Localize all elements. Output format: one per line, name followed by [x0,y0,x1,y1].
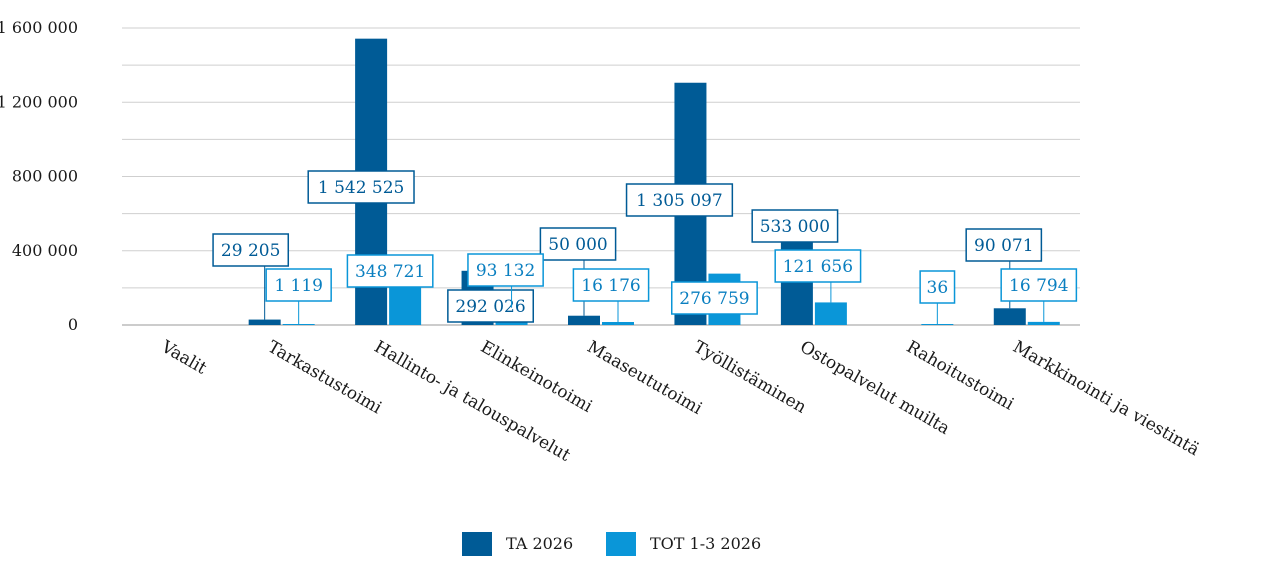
data-label: 1 542 525 [318,178,405,198]
data-label: 292 026 [455,297,525,317]
data-label: 36 [927,278,949,298]
y-tick-label: 1 600 000 [0,18,78,37]
x-category-label: Markkinointi ja viestintä [1009,337,1202,460]
bar-tot-1-3-2026 [1027,321,1060,325]
y-tick-label: 1 200 000 [0,92,78,111]
data-label-box [307,170,415,204]
x-category-label: Tarkastustoimi [264,337,385,419]
data-label-box [625,183,734,217]
legend-label: TOT 1-3 2026 [650,534,761,553]
legend-swatch [462,532,492,556]
data-label: 50 000 [548,235,607,255]
data-label-box [447,289,535,323]
x-category-label: Vaalit [157,337,210,379]
y-tick-label: 0 [68,315,78,334]
data-label: 533 000 [760,217,830,237]
data-label: 16 794 [1009,276,1068,296]
data-labels: 29 205 1 542 525 292 026 50 000 1 305 097 533… [212,170,1078,325]
legend-label: TA 2026 [506,534,573,553]
data-label-box [1000,268,1078,302]
data-label: 16 176 [581,276,640,296]
x-category-label: Maaseututoimi [584,337,706,419]
data-label: 29 205 [221,241,280,261]
data-label: 348 721 [355,262,425,282]
data-label: 1 119 [274,276,323,296]
bar-tot-1-3-2026 [602,321,634,325]
data-label: 1 305 097 [636,191,723,211]
data-label-box [774,249,862,283]
data-label-box [965,228,1043,262]
data-label-box [265,268,332,302]
legend: TA 2026 TOT 1-3 2026 [462,532,761,556]
data-label-box [919,270,956,304]
data-label: 93 132 [476,261,535,281]
bar-ta-2026 [248,319,281,325]
data-label-box [751,209,839,243]
data-label-box [467,253,544,287]
data-label-box [346,254,434,288]
y-axis-ticks: 0 400 000 800 000 1 200 000 1 600 000 [0,18,78,334]
bar-ta-2026 [568,315,600,325]
x-category-label: Hallinto- ja talouspalvelut [371,337,574,466]
data-label: 121 656 [783,257,853,277]
legend-swatch [606,532,636,556]
y-tick-label: 400 000 [12,241,78,260]
bar-ta-2026 [993,308,1026,325]
data-label-box [212,233,290,267]
data-label: 90 071 [974,236,1033,256]
data-label-box [670,281,758,315]
bar-tot-1-3-2026 [814,302,847,325]
data-label-box [572,268,650,302]
data-label-box [539,227,617,261]
data-label: 276 759 [679,289,749,309]
x-category-label: Työllistäminen [690,337,810,418]
y-tick-label: 800 000 [12,167,78,186]
